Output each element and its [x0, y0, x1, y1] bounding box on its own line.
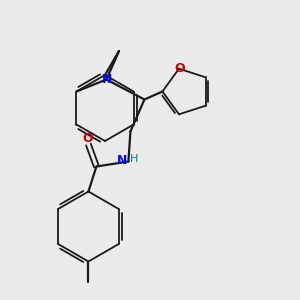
Text: N: N: [117, 154, 128, 167]
Text: O: O: [175, 62, 185, 75]
Text: N: N: [102, 73, 112, 86]
Text: O: O: [82, 132, 93, 145]
Text: H: H: [130, 154, 139, 164]
